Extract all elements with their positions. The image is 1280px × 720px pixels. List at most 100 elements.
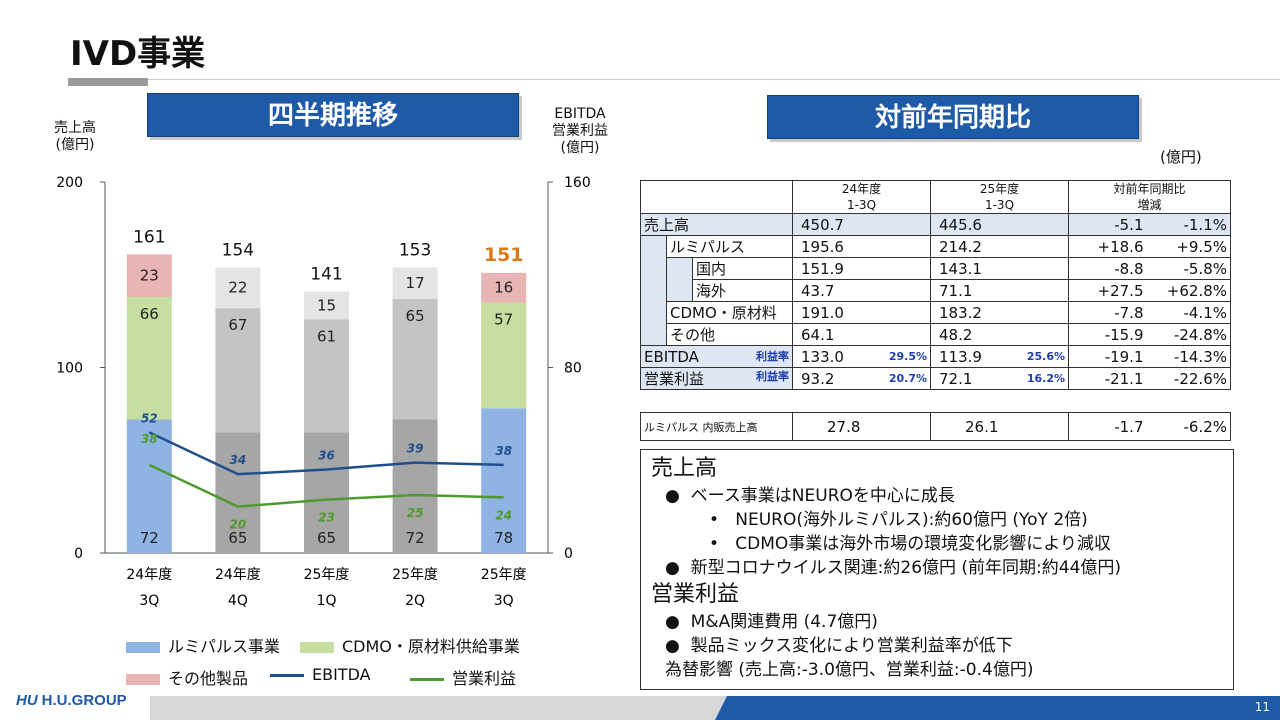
row-label: 国内 bbox=[692, 257, 793, 280]
bar-value-label-other: 22 bbox=[228, 279, 247, 297]
row-r1: 20.7% bbox=[874, 367, 931, 390]
logo-text: H.U.GROUP bbox=[41, 692, 127, 709]
row-pct: -6.2% bbox=[1146, 412, 1231, 441]
header-col3: 対前年同期比 増減 bbox=[1068, 180, 1231, 214]
indent-cell bbox=[666, 257, 693, 280]
bar-value-label-cdmo: 57 bbox=[494, 311, 513, 329]
row-v2: 445.6 bbox=[930, 213, 1069, 236]
page-number: 11 bbox=[1254, 700, 1270, 714]
row-diff: -15.9 bbox=[1068, 323, 1147, 346]
right-axis-label-line1: EBITDA bbox=[554, 106, 606, 122]
left-axis-label-line1: 売上高 bbox=[54, 120, 96, 136]
line-ebitda-label: 39 bbox=[407, 442, 424, 456]
row-label-cell: 営業利益 利益率 bbox=[640, 367, 793, 390]
row-diff: -8.8 bbox=[1068, 257, 1147, 280]
bar-value-label-lumi: 72 bbox=[140, 529, 159, 547]
x-tick-label-quarter: 2Q bbox=[405, 593, 425, 609]
row-pct: -22.6% bbox=[1146, 367, 1231, 390]
row-v2: 113.9 bbox=[930, 345, 1013, 368]
x-tick-label-quarter: 3Q bbox=[139, 593, 159, 609]
row-v2: 143.1 bbox=[930, 257, 1069, 280]
row-label: EBITDA bbox=[644, 347, 699, 366]
bar-value-label-other: 15 bbox=[317, 296, 336, 314]
bullet-dot-icon: ● bbox=[665, 558, 691, 578]
legend-lumi: ルミパルス事業 bbox=[126, 633, 280, 657]
bar-value-label-cdmo: 66 bbox=[140, 305, 159, 323]
row-pct: +9.5% bbox=[1146, 235, 1231, 258]
bar-value-label-cdmo: 65 bbox=[406, 307, 425, 325]
bar-other bbox=[481, 272, 527, 303]
x-tick-label-year: 25年度 bbox=[304, 567, 350, 583]
indent-cell bbox=[640, 235, 667, 258]
bar-value-label-other: 17 bbox=[406, 274, 425, 292]
x-tick-label-year: 24年度 bbox=[215, 567, 261, 583]
line-op-label: 20 bbox=[230, 518, 247, 532]
notes-subbullet: • CDMO事業は海外市場の環境変化影響により減収 bbox=[651, 532, 1223, 556]
table-row: EBITDA 利益率 133.0 29.5% 113.9 25.6% -19.1 … bbox=[640, 345, 1231, 368]
bar-other bbox=[304, 291, 349, 320]
legend-cdmo-swatch bbox=[300, 642, 334, 653]
row-diff: -7.8 bbox=[1068, 301, 1147, 324]
notes-bullet-text: ベース事業はNEUROを中心に成長 bbox=[690, 486, 955, 506]
bullet-dot-icon: ● bbox=[665, 636, 691, 656]
quarterly-trend-banner: 四半期推移 bbox=[147, 93, 519, 137]
legend-other: その他製品 bbox=[126, 665, 248, 689]
bullet-dot-icon: • bbox=[709, 534, 736, 554]
row-v1: 151.9 bbox=[792, 257, 931, 280]
left-axis-label-line2: (億円) bbox=[55, 137, 95, 153]
notes-bullet-text: M&A関連費用 (4.7億円) bbox=[690, 612, 878, 632]
left-tick-label: 100 bbox=[56, 361, 83, 377]
bar-lumi bbox=[392, 419, 438, 553]
bullet-dot-icon: ● bbox=[665, 486, 691, 506]
notes-bullet-text: 製品ミックス変化により営業利益率が低下 bbox=[690, 636, 1013, 656]
row-diff: -1.7 bbox=[1068, 412, 1147, 441]
row-label: ルミパルス bbox=[666, 235, 793, 258]
row-v2: 71.1 bbox=[930, 279, 1069, 302]
bullet-dot-icon: ● bbox=[665, 612, 691, 632]
table-row: 国内 151.9 143.1 -8.8 -5.8% bbox=[640, 257, 1231, 280]
notes-fx: 為替影響 (売上高:-3.0億円、営業利益:-0.4億円) bbox=[665, 660, 1034, 680]
notes-subbullet-text: NEURO(海外ルミパルス):約60億円 (YoY 2倍) bbox=[735, 510, 1088, 530]
bar-value-label-cdmo: 67 bbox=[228, 316, 247, 334]
row-v2: 214.2 bbox=[930, 235, 1069, 258]
notes-bullet: ● M&A関連費用 (4.7億円) bbox=[651, 610, 1223, 634]
notes-heading-sales: 売上高 bbox=[651, 456, 718, 481]
row-label-cell: EBITDA 利益率 bbox=[640, 345, 793, 368]
title-accent-bar bbox=[68, 78, 148, 86]
legend-other-label: その他製品 bbox=[168, 669, 249, 688]
bar-total-label: 151 bbox=[484, 244, 524, 266]
line-ebitda-label: 38 bbox=[495, 444, 512, 458]
page-title: IVD事業 bbox=[70, 34, 206, 74]
header-col2-line1: 25年度 bbox=[979, 182, 1020, 196]
line-op bbox=[148, 463, 504, 508]
table-row: ルミパルス 内販売上高 27.8 26.1 -1.7 -6.2% bbox=[640, 412, 1231, 441]
legend-lumi-swatch bbox=[126, 642, 160, 653]
bar-total-label: 141 bbox=[310, 264, 342, 284]
header-col1-line1: 24年度 bbox=[841, 182, 882, 196]
row-label: その他 bbox=[666, 323, 793, 346]
x-tick-label-quarter: 1Q bbox=[317, 593, 337, 609]
header-col3-line1: 対前年同期比 bbox=[1113, 182, 1186, 196]
indent-cell bbox=[640, 301, 667, 324]
bar-value-label-lumi: 65 bbox=[317, 529, 336, 547]
row-v1: 64.1 bbox=[792, 323, 931, 346]
header-col2-line2: 1-3Q bbox=[984, 198, 1015, 212]
notes-bullet: ● 製品ミックス変化により営業利益率が低下 bbox=[651, 634, 1223, 658]
row-pct: -14.3% bbox=[1146, 345, 1231, 368]
yoy-comparison-banner: 対前年同期比 bbox=[767, 95, 1139, 139]
line-ebitda-label: 52 bbox=[141, 411, 158, 425]
notes-bullet: ● ベース事業はNEUROを中心に成長 bbox=[651, 484, 1223, 508]
header-blank bbox=[640, 180, 793, 214]
header-col3-line2: 増減 bbox=[1137, 198, 1162, 212]
bar-lumi bbox=[304, 432, 349, 553]
row-v2: 48.2 bbox=[930, 323, 1069, 346]
domestic-sales-table: ルミパルス 内販売上高 27.8 26.1 -1.7 -6.2% bbox=[640, 412, 1231, 441]
table-header-row: 24年度 1-3Q 25年度 1-3Q 対前年同期比 増減 bbox=[640, 180, 1231, 214]
row-diff: -21.1 bbox=[1068, 367, 1147, 390]
legend-cdmo-label: CDMO・原材料供給事業 bbox=[342, 637, 520, 656]
notes-subbullet-text: CDMO事業は海外市場の環境変化影響により減収 bbox=[735, 534, 1111, 554]
notes-subbullet: • NEURO(海外ルミパルス):約60億円 (YoY 2倍) bbox=[651, 508, 1223, 532]
bar-other bbox=[392, 267, 438, 299]
rate-label: 利益率 bbox=[756, 370, 789, 383]
bar-total-label: 154 bbox=[222, 240, 254, 260]
